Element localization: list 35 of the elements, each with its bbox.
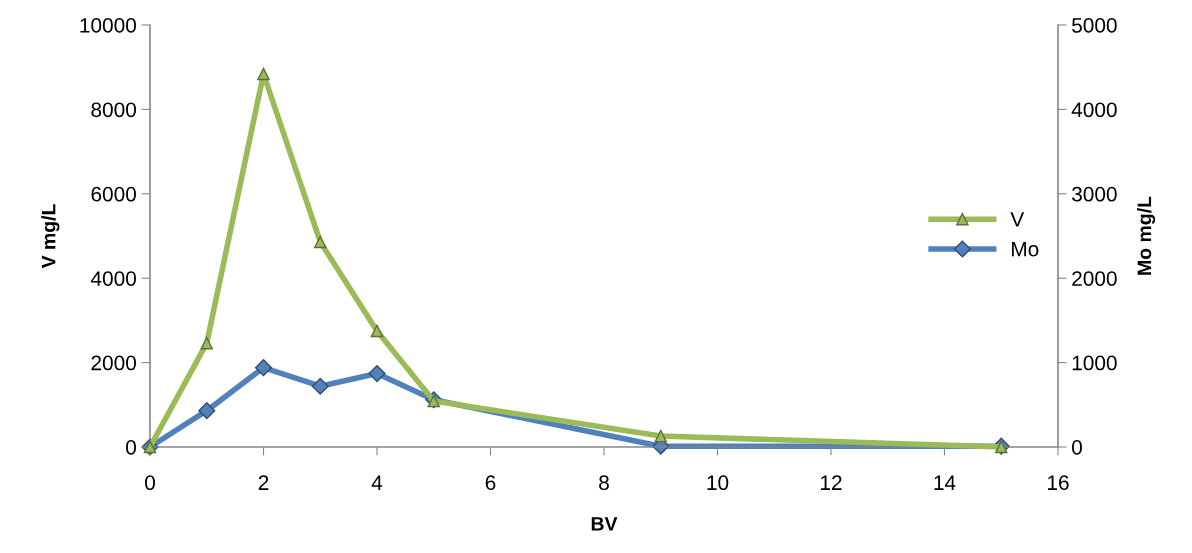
point: [368, 365, 386, 383]
legend-label: Mo: [1012, 241, 1039, 257]
y2-tick-label: 5000: [1072, 18, 1117, 33]
y2-tick-label: 1000: [1072, 355, 1117, 371]
x-tick-label: 0: [145, 475, 155, 491]
y-tick-label: 0: [126, 440, 136, 455]
y-tick-label: 6000: [91, 186, 136, 202]
point: [200, 336, 214, 350]
x-tick-label: 10: [707, 475, 729, 491]
point: [654, 429, 668, 443]
point: [254, 359, 273, 377]
point: [257, 67, 270, 81]
y-tick-label: 10000: [80, 18, 136, 33]
x-axis-title: BV: [591, 517, 618, 531]
y2-axis-title: Mo mg/L: [1136, 196, 1156, 275]
y-axis-title: V mg/L: [41, 204, 60, 269]
x-tick-label: 14: [934, 475, 956, 490]
y2-tick-label: 0: [1072, 440, 1082, 455]
y-tick-label: 4000: [90, 271, 136, 286]
x-tick-label: 4: [371, 475, 383, 490]
x-tick-label: 2: [258, 475, 269, 490]
y2-tick-label: 4000: [1071, 102, 1117, 118]
x-tick-label: 12: [821, 475, 842, 490]
x-tick-label: 16: [1048, 475, 1069, 491]
y2-tick-label: 2000: [1072, 271, 1117, 286]
point: [370, 324, 384, 338]
legend-label: V: [1010, 212, 1025, 227]
point: [311, 377, 329, 395]
y-tick-label: 2000: [91, 355, 136, 371]
point: [313, 235, 327, 249]
y2-tick-label: 3000: [1071, 186, 1117, 202]
x-tick-label: 8: [599, 475, 609, 491]
point: [198, 402, 216, 420]
y-tick-label: 8000: [91, 102, 136, 118]
x-tick-label: 6: [485, 475, 496, 491]
